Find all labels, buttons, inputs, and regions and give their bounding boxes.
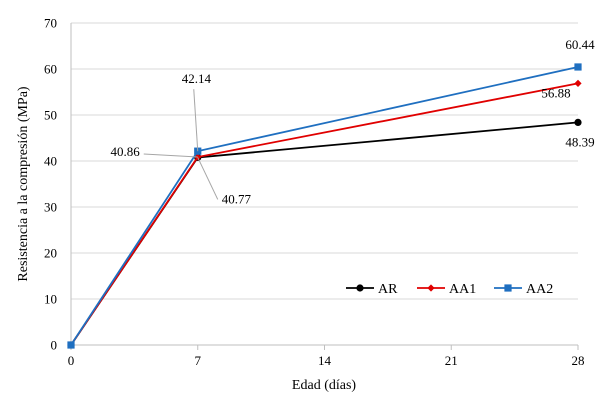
leader-line-ar-7: [197, 157, 219, 200]
leader-line-aa2-7: [193, 89, 199, 152]
grid: [71, 22, 578, 300]
x-tick-label-7: 7: [195, 353, 202, 368]
y-tick-label-0: 0: [51, 338, 58, 353]
series-line-aa2: [70, 66, 579, 346]
legend: AR AA1 AA2: [346, 282, 553, 297]
point-aa1-28: [574, 79, 582, 87]
legend-marker-ar: [356, 284, 364, 292]
data-label-aa2-7: 42.14: [182, 71, 212, 86]
y-tick-label-60: 60: [44, 62, 57, 77]
data-label-aa1-28: 56.88: [541, 85, 570, 100]
tick-labels: 0 10 20 30 40 50 60 70 0 7 14 21 28: [44, 16, 585, 369]
point-aa2-28: [574, 63, 582, 71]
y-tick-label-10: 10: [44, 292, 57, 307]
data-label-aa1-7: 40.86: [111, 144, 141, 159]
y-tick-label-30: 30: [44, 200, 57, 215]
y-tick-label-40: 40: [44, 154, 57, 169]
data-label-ar-7: 40.77: [222, 191, 252, 206]
point-aa2-0: [67, 341, 75, 349]
y-tick-label-70: 70: [44, 16, 57, 31]
data-labels: 40.86 42.14 40.77 60.44 56.88 48.39: [111, 37, 596, 206]
leader-line-aa1-7: [143, 153, 198, 158]
legend-label-aa1: AA1: [449, 282, 476, 297]
x-tick-label-28: 28: [572, 353, 585, 368]
point-ar-28: [574, 118, 582, 127]
x-tick-label-0: 0: [68, 353, 75, 368]
series-group: [67, 63, 582, 349]
legend-label-ar: AR: [378, 282, 398, 297]
legend-marker-aa2: [504, 284, 512, 292]
x-tick-label-21: 21: [445, 353, 458, 368]
data-label-ar-28: 48.39: [565, 134, 594, 149]
legend-marker-aa1: [427, 284, 435, 292]
legend-label-aa2: AA2: [526, 282, 553, 297]
axes: [70, 23, 579, 350]
x-tick-label-14: 14: [318, 353, 332, 368]
data-label-aa2-28: 60.44: [565, 37, 595, 52]
y-axis-label: Resistencia a la compresión (MPa): [16, 86, 31, 282]
y-tick-label-20: 20: [44, 246, 57, 261]
x-axis-label: Edad (días): [292, 378, 356, 393]
y-tick-label-50: 50: [44, 108, 57, 123]
